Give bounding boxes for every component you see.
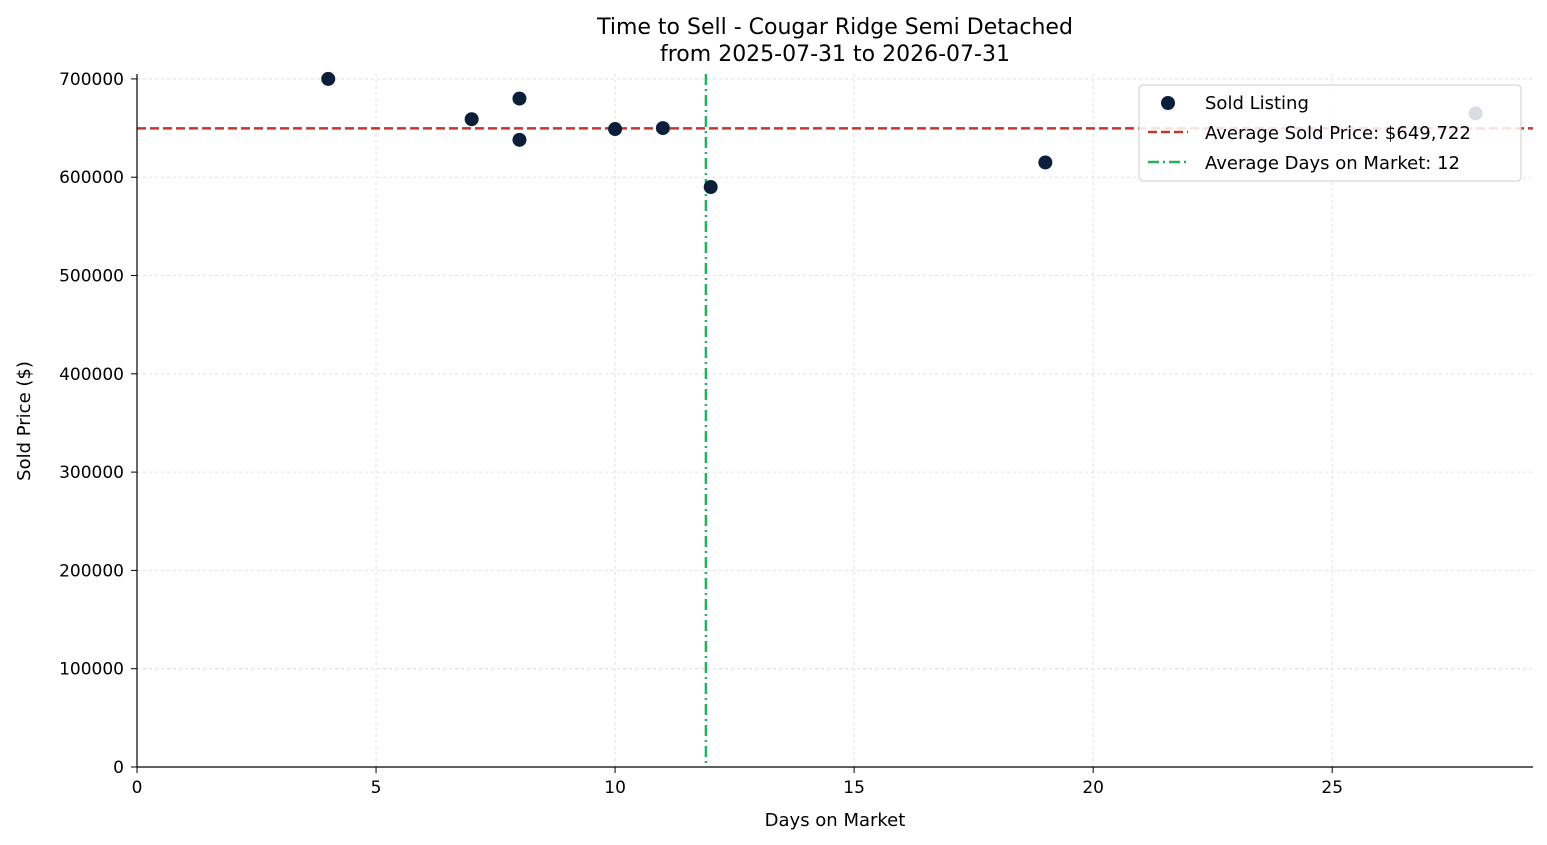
legend-box	[1138, 84, 1522, 182]
y-tick-label: 400000	[59, 365, 124, 385]
chart-title: Time to Sell - Cougar Ridge Semi Detache…	[596, 15, 1073, 40]
y-tick-label: 100000	[59, 660, 124, 680]
tick-labels: 0 5 10 15 20 25 0 100000 200000 300000 400000 50000…	[59, 70, 1343, 798]
legend-label-average-price: Average Sold Price: $649,722	[1205, 123, 1471, 144]
y-tick-label: 0	[113, 758, 124, 778]
legend-label-sold-listing: Sold Listing	[1205, 93, 1309, 114]
data-point	[703, 180, 718, 195]
x-tick-label: 5	[371, 778, 382, 798]
data-point	[464, 112, 479, 127]
y-axis-label: Sold Price ($)	[14, 361, 35, 481]
chart-subtitle: from 2025-07-31 to 2026-07-31	[660, 42, 1010, 67]
legend: Sold Listing Average Sold Price: $649,72…	[1138, 84, 1522, 182]
data-point	[512, 132, 527, 147]
data-point	[655, 121, 670, 136]
y-tick-label: 700000	[59, 70, 124, 90]
x-tick-label: 0	[132, 778, 143, 798]
x-tick-label: 15	[843, 778, 865, 798]
legend-marker-sold-listing	[1161, 96, 1175, 110]
y-tick-label: 300000	[59, 463, 124, 483]
data-point	[1038, 155, 1053, 170]
legend-label-average-days: Average Days on Market: 12	[1205, 153, 1460, 174]
y-tick-label: 200000	[59, 561, 124, 581]
x-axis-label: Days on Market	[765, 810, 906, 831]
data-point	[321, 71, 336, 86]
data-point	[512, 91, 527, 106]
x-tick-label: 20	[1082, 778, 1104, 798]
data-point	[608, 122, 623, 137]
y-tick-label: 500000	[59, 267, 124, 287]
x-tick-label: 10	[604, 778, 626, 798]
axes	[131, 74, 1533, 773]
y-tick-label: 600000	[59, 168, 124, 188]
x-tick-label: 25	[1321, 778, 1343, 798]
